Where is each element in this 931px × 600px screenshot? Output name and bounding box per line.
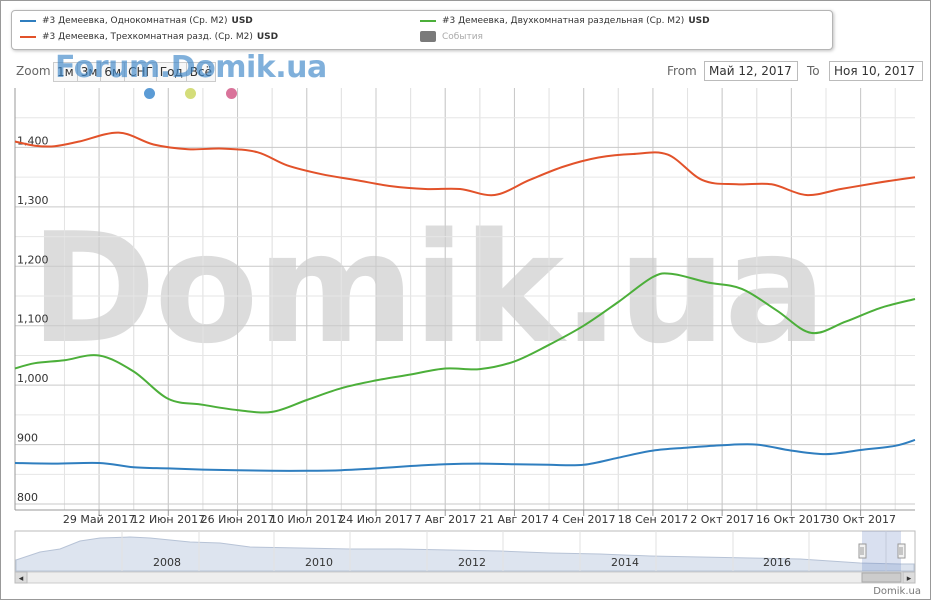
zoom-1y-button[interactable]: Год (155, 62, 187, 82)
event-marker[interactable] (144, 88, 155, 99)
x-tick-label: 29 Май 2017 (63, 513, 135, 526)
y-tick-label: 800 (17, 491, 38, 504)
x-tick-label: 4 Сен 2017 (552, 513, 616, 526)
series-line-3[interactable] (14, 438, 916, 472)
legend-item-3room[interactable]: #3 Демеевка, Трехкомнатная разд. (Ср. М2… (20, 32, 278, 42)
legend: #3 Демеевка, Однокомнатная (Ср. М2) USD … (11, 10, 833, 50)
event-marker[interactable] (226, 88, 237, 99)
scrollbar-track[interactable] (14, 571, 916, 584)
legend-item-events[interactable]: События (420, 31, 483, 42)
x-tick-label: 12 Июн 2017 (131, 513, 205, 526)
navigator-selection[interactable] (862, 531, 901, 571)
scrollbar-thumb[interactable] (861, 572, 902, 583)
legend-unit: USD (688, 16, 710, 26)
legend-label: #3 Демеевка, Двухкомнатная раздельная (С… (442, 16, 685, 26)
y-tick-label: 1,200 (17, 253, 49, 266)
to-date-input[interactable]: Ноя 10, 2017 (829, 61, 923, 81)
navigator-year-label: 2008 (153, 556, 181, 569)
zoom-1m-button[interactable]: 1м (53, 62, 78, 82)
x-tick-label: 18 Сен 2017 (618, 513, 689, 526)
y-tick-label: 1,000 (17, 372, 49, 385)
legend-swatch (20, 36, 36, 38)
series-line-1[interactable] (14, 131, 916, 197)
navigator-year-label: 2010 (305, 556, 333, 569)
series-line-2[interactable] (14, 272, 916, 414)
x-tick-label: 24 Июл 2017 (339, 513, 413, 526)
legend-label: События (442, 31, 483, 42)
scrollbar-left-button[interactable] (14, 571, 28, 584)
event-marker[interactable] (185, 88, 196, 99)
navigator-year-label: 2014 (611, 556, 639, 569)
x-tick-label: 21 Авг 2017 (480, 513, 549, 526)
navigator-year-label: 2016 (763, 556, 791, 569)
x-tick-label: 26 Июн 2017 (201, 513, 275, 526)
from-label: From (667, 64, 697, 78)
legend-label: #3 Демеевка, Однокомнатная (Ср. М2) (42, 16, 228, 26)
x-tick-label: 30 Окт 2017 (825, 513, 896, 526)
chevron-right-icon[interactable]: ▸ (907, 574, 912, 584)
legend-unit: USD (231, 16, 253, 26)
zoom-3m-button[interactable]: 3м (76, 62, 102, 82)
credit-link[interactable]: Domik.ua (873, 586, 921, 597)
x-tick-label: 16 Окт 2017 (756, 513, 827, 526)
watermark-small: Forum.Domik.ua (55, 50, 327, 85)
watermark-large: Domik.ua (30, 200, 827, 377)
y-tick-label: 900 (17, 432, 38, 445)
legend-item-1room[interactable]: #3 Демеевка, Однокомнатная (Ср. М2) USD (20, 16, 253, 26)
zoom-label: Zoom (16, 64, 51, 78)
y-tick-label: 1,100 (17, 313, 49, 326)
x-tick-label: 2 Окт 2017 (690, 513, 754, 526)
chevron-left-icon[interactable]: ◂ (19, 574, 24, 584)
to-label: To (807, 64, 820, 78)
legend-unit: USD (256, 32, 279, 42)
legend-item-2room[interactable]: #3 Демеевка, Двухкомнатная раздельная (С… (420, 16, 710, 26)
legend-swatch (420, 31, 436, 42)
legend-label: #3 Демеевка, Трехкомнатная разд. (Ср. М2… (42, 32, 253, 42)
zoom-buttons: 1м 3м 6м СНГ Год Всё (53, 62, 216, 82)
legend-swatch (420, 20, 436, 22)
scrollbar-right-button[interactable] (902, 571, 916, 584)
zoom-all-button[interactable]: Всё (185, 62, 216, 82)
from-date-input[interactable]: Май 12, 2017 (704, 61, 798, 81)
y-tick-label: 1,300 (17, 194, 49, 207)
navigator-year-label: 2012 (458, 556, 486, 569)
x-tick-label: 7 Авг 2017 (414, 513, 476, 526)
legend-swatch (20, 20, 36, 22)
navigator-area (15, 536, 915, 572)
x-tick-label: 10 Июл 2017 (270, 513, 344, 526)
zoom-ytd-button[interactable]: СНГ (124, 62, 157, 82)
